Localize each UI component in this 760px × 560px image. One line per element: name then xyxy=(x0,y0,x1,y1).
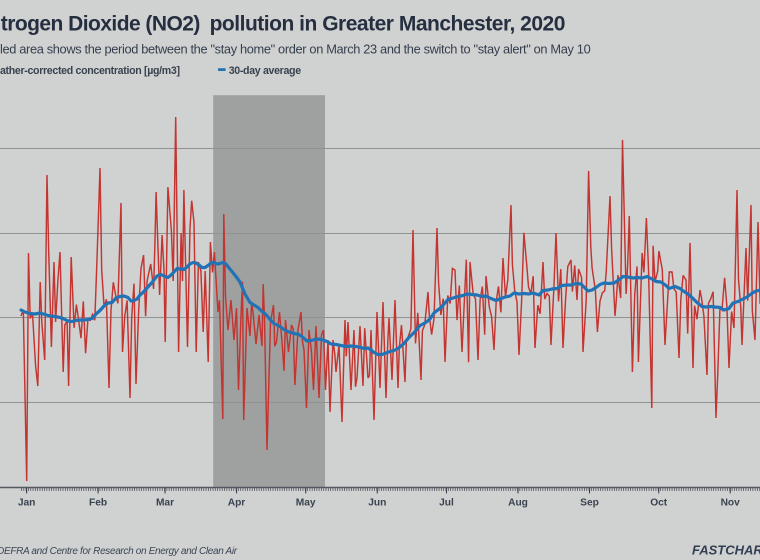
svg-text:Jan: Jan xyxy=(18,498,36,509)
svg-text:Jun: Jun xyxy=(368,498,386,509)
svg-text:Source: DEFRA and Centre for R: Source: DEFRA and Centre for Research on… xyxy=(0,546,238,557)
svg-text:FASTCHARTS: FASTCHARTS xyxy=(692,543,760,558)
svg-text:Aug: Aug xyxy=(508,498,528,509)
svg-text:Feb: Feb xyxy=(89,498,107,509)
svg-text:Oct: Oct xyxy=(650,498,668,509)
svg-text:Jul: Jul xyxy=(439,498,454,509)
svg-text:pollution in Greater Mancheste: pollution in Greater Manchester, 2020 xyxy=(210,13,565,36)
svg-text:Nov: Nov xyxy=(721,498,741,509)
svg-text:Apr: Apr xyxy=(228,498,246,509)
svg-text:Weather-corrected concentratio: Weather-corrected concentration [µg/m3] xyxy=(0,65,180,77)
svg-text:Filled area shows the period b: Filled area shows the period between the… xyxy=(0,42,591,57)
svg-text:May: May xyxy=(296,498,316,509)
svg-text:Mar: Mar xyxy=(156,498,174,509)
svg-text:trogen Dioxide (NO2): trogen Dioxide (NO2) xyxy=(1,13,200,36)
svg-text:30-day average: 30-day average xyxy=(229,65,302,77)
svg-text:Sep: Sep xyxy=(580,498,599,509)
